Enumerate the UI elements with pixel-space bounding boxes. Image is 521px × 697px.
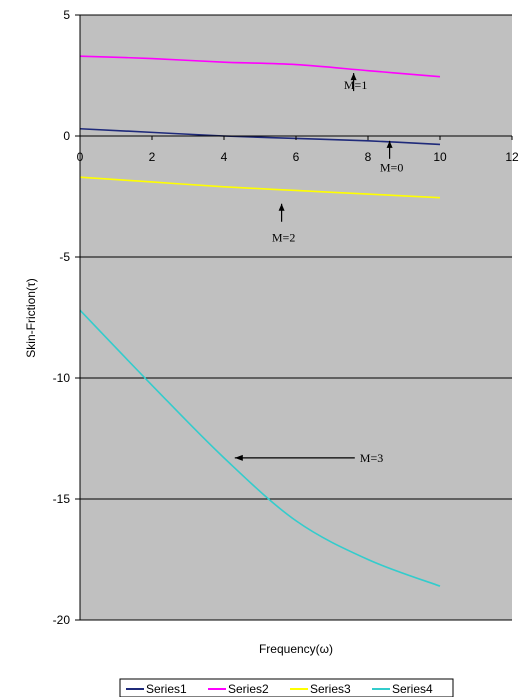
y-tick-label-0: 5 <box>63 8 70 22</box>
series-line-4 <box>79 309 441 587</box>
x-tick-label-0: 0 <box>77 150 84 164</box>
series-layer <box>79 55 441 587</box>
series-line-3 <box>79 176 441 199</box>
series-line-1 <box>79 127 441 146</box>
legend-label-1: Series1 <box>146 682 187 696</box>
annotation-arrowhead-0 <box>350 73 357 81</box>
annotation-arrowhead-2 <box>278 203 285 211</box>
legend-label-4: Series4 <box>392 682 433 696</box>
legend-label-3: Series3 <box>310 682 351 696</box>
y-tick-label-4: -15 <box>53 492 71 506</box>
plot-area <box>80 15 512 620</box>
x-axis-title: Frequency(ω) <box>259 642 333 656</box>
y-axis-title: Skin-Friction(τ) <box>24 278 38 357</box>
legend: Series1 Series2 Series3 Series4 <box>119 678 454 697</box>
annotations: M=1 M=0 M=2 M=3 <box>234 73 403 465</box>
legend-label-2: Series2 <box>228 682 269 696</box>
tick-labels: 5 0 -5 -10 -15 -20 0 2 4 6 8 10 12 <box>53 8 519 627</box>
x-tick-label-3: 6 <box>293 150 300 164</box>
legend-box <box>119 678 454 697</box>
gridlines <box>80 14 512 621</box>
annotation-arrowhead-3 <box>234 454 243 461</box>
annotation-arrowhead-1 <box>386 140 393 148</box>
series-line-2 <box>79 55 441 78</box>
annotation-label-2: M=2 <box>272 231 295 245</box>
y-tick-label-5: -20 <box>53 613 71 627</box>
y-tick-label-2: -5 <box>59 250 70 264</box>
axes <box>75 14 513 621</box>
x-tick-label-6: 12 <box>505 150 519 164</box>
annotation-label-3: M=3 <box>360 451 383 465</box>
x-tick-label-1: 2 <box>149 150 156 164</box>
x-tick-label-5: 10 <box>433 150 447 164</box>
y-tick-label-3: -10 <box>53 371 71 385</box>
x-tick-label-4: 8 <box>365 150 372 164</box>
y-tick-label-1: 0 <box>63 129 70 143</box>
annotation-label-0: M=1 <box>344 78 367 92</box>
annotation-label-1: M=0 <box>380 160 403 174</box>
x-tick-label-2: 4 <box>221 150 228 164</box>
